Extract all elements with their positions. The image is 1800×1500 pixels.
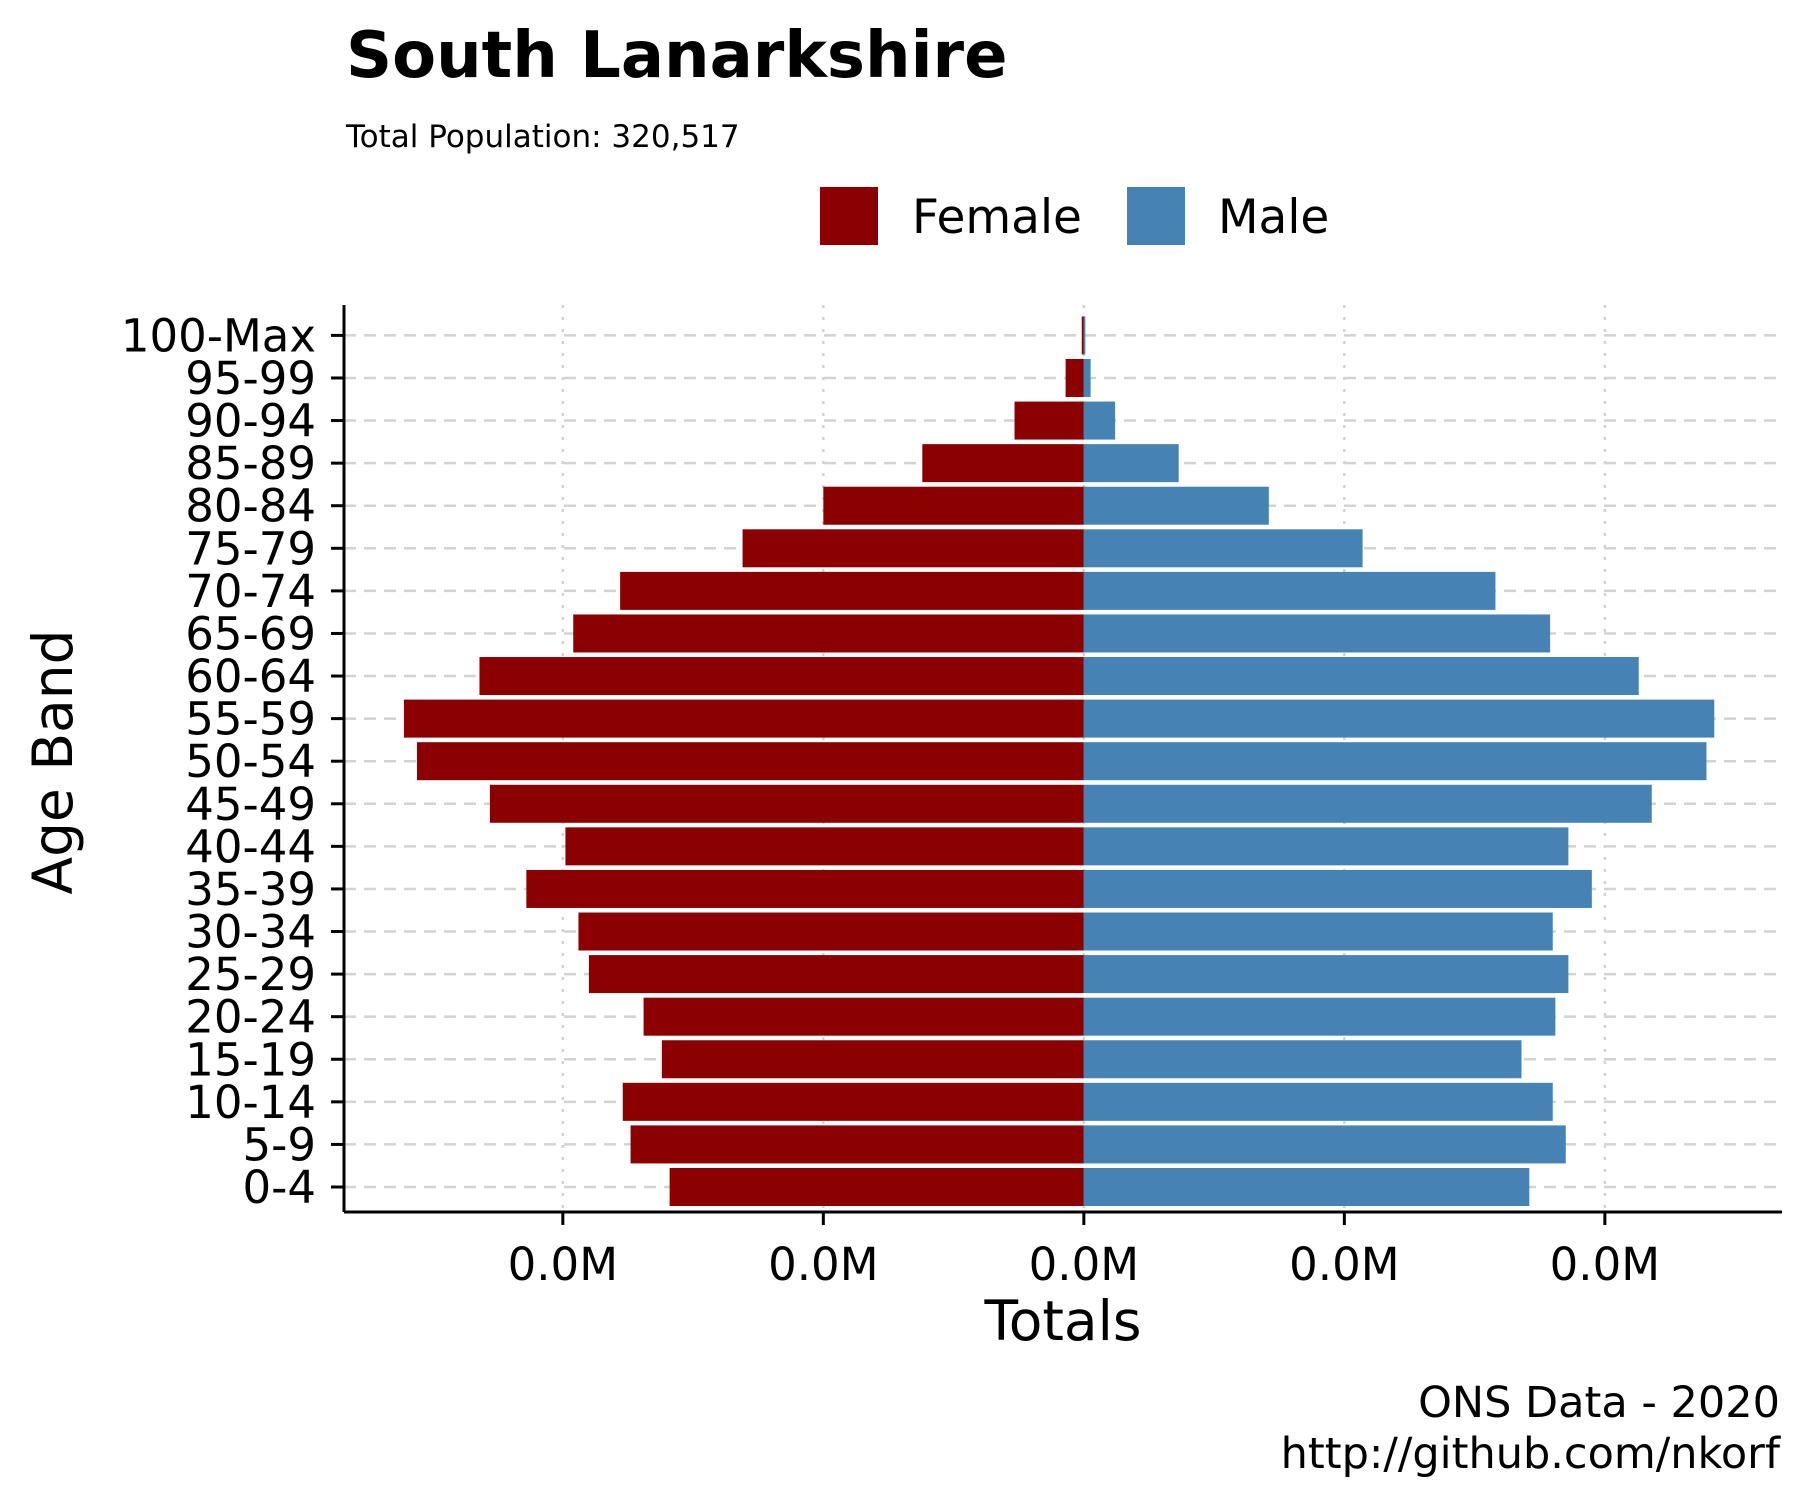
bar-male-75-79 [1083, 529, 1363, 568]
bar-female-45-49 [489, 784, 1084, 823]
bar-male-40-44 [1083, 827, 1569, 866]
y-tick-label: 80-84 [185, 480, 316, 533]
bar-female-35-39 [526, 869, 1084, 908]
x-axis-title: Totals [983, 1289, 1141, 1353]
bar-male-85-89 [1083, 444, 1179, 483]
bar-male-65-69 [1083, 614, 1551, 653]
bar-female-100-Max [1081, 316, 1084, 355]
bar-male-70-74 [1083, 571, 1496, 610]
y-tick-label: 40-44 [185, 820, 316, 873]
y-tick-label: 30-34 [185, 906, 316, 959]
y-tick-label: 75-79 [185, 522, 316, 575]
y-axis-title: Age Band [21, 629, 85, 894]
bar-male-90-94 [1083, 401, 1116, 440]
x-tick-label: 0.0M [768, 1238, 878, 1291]
caption-url: http://github.com/nkorf [1281, 1429, 1781, 1479]
bar-male-100-Max [1083, 316, 1086, 355]
caption-source: ONS Data - 2020 [1418, 1378, 1780, 1428]
bar-female-25-29 [588, 955, 1084, 994]
legend-label-female: Female [912, 190, 1082, 245]
bar-male-0-4 [1083, 1168, 1530, 1206]
x-tick-label: 0.0M [508, 1238, 618, 1291]
bar-male-95-99 [1083, 358, 1091, 397]
x-tick-label: 0.0M [1029, 1238, 1139, 1291]
bar-male-80-84 [1083, 486, 1269, 525]
bars [403, 316, 1715, 1206]
legend-swatch-male [1127, 187, 1185, 245]
x-axis-ticks: 0.0M 0.0M 0.0M 0.0M 0.0M [508, 1212, 1660, 1291]
bar-female-80-84 [823, 486, 1084, 525]
y-tick-label: 10-14 [185, 1076, 316, 1129]
y-tick-label: 70-74 [185, 565, 316, 618]
bar-male-35-39 [1083, 869, 1592, 908]
chart-subtitle: Total Population: 320,517 [345, 119, 740, 155]
legend: Female Male [820, 187, 1329, 245]
bar-female-5-9 [630, 1125, 1084, 1164]
bar-female-0-4 [669, 1168, 1084, 1206]
y-tick-label: 100-Max [121, 309, 316, 362]
bar-female-10-14 [622, 1082, 1084, 1121]
y-tick-label: 0-4 [243, 1161, 317, 1214]
bar-male-60-64 [1083, 657, 1639, 696]
y-tick-label: 50-54 [185, 735, 316, 788]
y-axis-ticks: 0-45-910-1415-1920-2425-2930-3435-3940-4… [121, 309, 344, 1214]
bar-female-50-54 [416, 742, 1084, 781]
bar-male-20-24 [1083, 997, 1556, 1036]
bar-male-10-14 [1083, 1082, 1553, 1121]
bar-male-45-49 [1083, 784, 1652, 823]
y-tick-label: 55-59 [185, 693, 316, 746]
bar-male-30-34 [1083, 912, 1553, 951]
bar-female-95-99 [1065, 358, 1084, 397]
bar-female-55-59 [403, 699, 1084, 738]
bar-male-55-59 [1083, 699, 1715, 738]
bar-female-70-74 [620, 571, 1084, 610]
bar-male-5-9 [1083, 1125, 1566, 1164]
y-tick-label: 45-49 [185, 778, 316, 831]
bar-male-25-29 [1083, 955, 1569, 994]
y-tick-label: 25-29 [185, 948, 316, 1001]
y-tick-label: 90-94 [185, 395, 316, 448]
bar-female-30-34 [578, 912, 1084, 951]
bar-male-50-54 [1083, 742, 1707, 781]
x-tick-label: 0.0M [1289, 1238, 1399, 1291]
y-tick-label: 35-39 [185, 863, 316, 916]
y-tick-label: 60-64 [185, 650, 316, 703]
axes [342, 305, 1782, 1214]
bar-male-15-19 [1083, 1040, 1522, 1079]
x-tick-label: 0.0M [1550, 1238, 1660, 1291]
y-tick-label: 15-19 [185, 1033, 316, 1086]
bar-female-90-94 [1014, 401, 1084, 440]
y-tick-label: 20-24 [185, 991, 316, 1044]
bar-female-60-64 [479, 657, 1084, 696]
bar-female-15-19 [661, 1040, 1084, 1079]
y-tick-label: 95-99 [185, 352, 316, 405]
y-tick-label: 65-69 [185, 607, 316, 660]
y-tick-label: 85-89 [185, 437, 316, 490]
chart-title: South Lanarkshire [346, 19, 1007, 93]
bar-female-85-89 [922, 444, 1084, 483]
y-tick-label: 5-9 [243, 1118, 317, 1171]
bar-female-65-69 [573, 614, 1084, 653]
bar-female-20-24 [643, 997, 1084, 1036]
bar-female-40-44 [565, 827, 1084, 866]
legend-swatch-female [820, 187, 878, 245]
legend-label-male: Male [1218, 190, 1329, 245]
bar-female-75-79 [742, 529, 1084, 568]
